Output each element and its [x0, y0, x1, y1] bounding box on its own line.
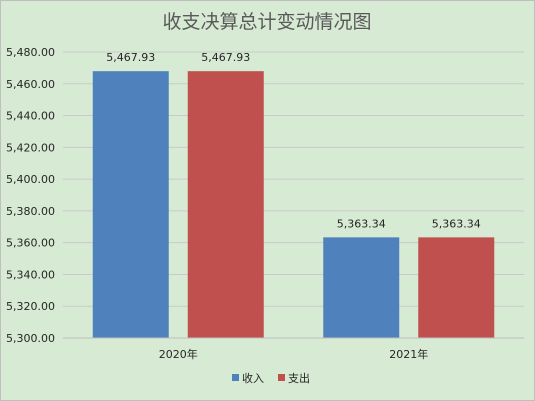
- legend-label: 支出: [288, 371, 310, 385]
- data-label: 5,363.34: [337, 217, 386, 230]
- y-tick-label: 5,400.00: [6, 173, 55, 186]
- x-tick-label: 2020年: [159, 347, 198, 361]
- legend-swatch: [278, 374, 285, 381]
- x-axis: 2020年 2021年: [63, 337, 524, 361]
- y-tick-label: 5,360.00: [6, 237, 55, 250]
- y-tick-label: 5,380.00: [6, 205, 55, 218]
- bar-收入-2021年: [323, 237, 400, 338]
- y-tick-label: 5,320.00: [6, 300, 55, 313]
- data-label: 5,363.34: [432, 217, 481, 230]
- x-tick-label: 2021年: [389, 347, 428, 361]
- bar-支出-2020年: [187, 71, 264, 338]
- data-label: 5,467.93: [201, 51, 250, 64]
- y-tick-label: 5,300.00: [6, 332, 55, 345]
- y-tick-label: 5,340.00: [6, 268, 55, 281]
- data-label: 5,467.93: [106, 51, 155, 64]
- legend-label: 收入: [242, 371, 264, 385]
- legend: 收入 支出: [232, 371, 310, 385]
- bar-收入-2020年: [92, 71, 169, 338]
- y-tick-label: 5,480.00: [6, 46, 55, 59]
- bars: [92, 71, 495, 338]
- y-axis: 5,300.00 5,320.00 5,340.00 5,360.00 5,380.00…: [6, 46, 55, 345]
- y-tick-label: 5,460.00: [6, 78, 55, 91]
- legend-swatch: [232, 374, 239, 381]
- bar-支出-2021年: [418, 237, 495, 338]
- chart-title: 收支决算总计变动情况图: [162, 11, 371, 33]
- data-labels: 5,467.93 5,467.93 5,363.34 5,363.34: [106, 51, 480, 230]
- y-tick-label: 5,420.00: [6, 141, 55, 154]
- y-tick-label: 5,440.00: [6, 110, 55, 123]
